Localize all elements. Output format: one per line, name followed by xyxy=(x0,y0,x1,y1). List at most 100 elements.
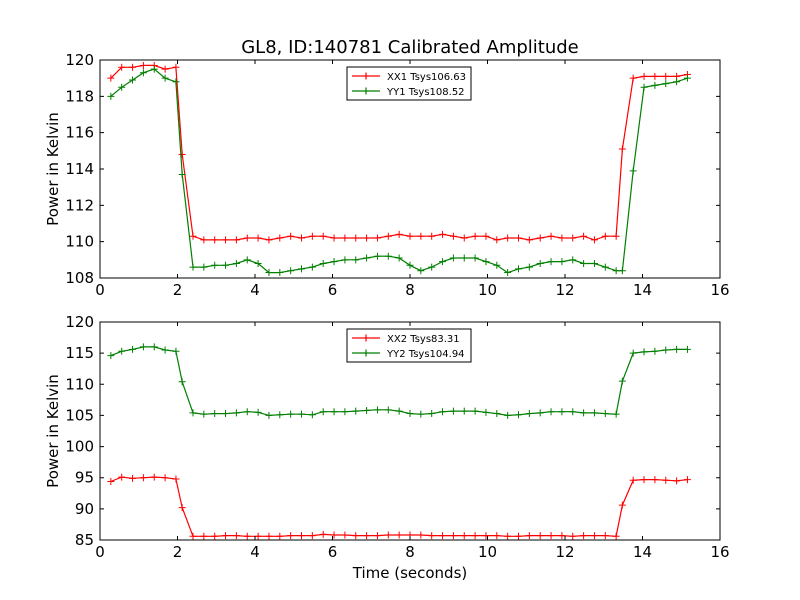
data-point-marker xyxy=(569,408,577,416)
data-point-marker xyxy=(683,476,691,484)
data-point-marker xyxy=(449,254,457,262)
data-point-marker xyxy=(395,230,403,238)
data-point-marker xyxy=(172,347,180,355)
data-point-marker xyxy=(330,408,338,416)
data-point-marker xyxy=(254,408,262,416)
data-point-marker xyxy=(515,532,522,540)
data-point-marker xyxy=(319,259,327,267)
data-point-marker xyxy=(200,410,208,418)
x-tick-label: 12 xyxy=(555,281,574,299)
x-tick-label: 4 xyxy=(250,543,260,561)
data-point-marker xyxy=(547,532,555,540)
data-point-marker xyxy=(547,258,555,266)
data-point-marker xyxy=(601,532,609,540)
y-tick-label: 116 xyxy=(65,124,94,142)
data-point-marker xyxy=(341,408,349,416)
data-point-marker xyxy=(139,69,147,77)
data-point-marker xyxy=(265,269,273,277)
data-point-marker xyxy=(618,501,626,509)
data-point-marker xyxy=(471,232,479,240)
legend-entry: XX1 Tsys106.63 xyxy=(387,72,466,83)
data-point-marker xyxy=(265,532,273,540)
data-point-marker xyxy=(298,410,305,418)
data-point-marker xyxy=(172,475,180,483)
data-point-marker xyxy=(308,263,316,271)
data-point-marker xyxy=(449,532,457,540)
x-tick-label: 6 xyxy=(328,543,338,561)
data-point-marker xyxy=(536,409,544,417)
data-point-marker xyxy=(319,408,327,416)
data-point-marker xyxy=(471,254,479,262)
x-tick-label: 6 xyxy=(328,281,338,299)
data-point-marker xyxy=(161,65,169,73)
data-point-marker xyxy=(211,410,219,418)
data-point-marker xyxy=(406,261,414,269)
data-point-marker xyxy=(471,532,479,540)
legend-entry: YY1 Tsys108.52 xyxy=(386,87,465,98)
data-point-marker xyxy=(139,474,147,482)
data-point-marker xyxy=(601,410,609,418)
data-point-marker xyxy=(287,532,295,540)
data-point-marker xyxy=(341,531,349,539)
data-point-marker xyxy=(417,531,425,539)
data-point-marker xyxy=(107,477,115,485)
data-point-marker xyxy=(449,407,457,415)
data-point-marker xyxy=(515,265,522,273)
data-point-marker xyxy=(612,267,620,275)
data-point-marker xyxy=(590,259,598,267)
data-point-marker xyxy=(504,269,512,277)
data-point-marker xyxy=(341,256,349,264)
data-point-marker xyxy=(618,267,626,275)
data-point-marker xyxy=(640,83,648,91)
data-point-marker xyxy=(129,345,137,353)
data-point-marker xyxy=(330,234,338,242)
y-tick-label: 90 xyxy=(75,500,94,518)
data-point-marker xyxy=(515,411,522,419)
data-point-marker xyxy=(222,236,230,244)
data-point-marker xyxy=(460,407,468,415)
data-point-marker xyxy=(373,532,381,540)
data-point-marker xyxy=(287,232,295,240)
y-tick-label: 115 xyxy=(65,344,94,362)
data-point-marker xyxy=(211,261,219,269)
data-point-marker xyxy=(150,473,158,481)
data-point-marker xyxy=(363,406,371,414)
data-point-marker xyxy=(673,78,681,86)
data-point-marker xyxy=(428,232,436,240)
data-point-marker xyxy=(449,232,457,240)
data-point-marker xyxy=(580,532,588,540)
data-point-marker xyxy=(211,532,219,540)
data-point-marker xyxy=(232,236,240,244)
data-point-marker xyxy=(515,234,522,242)
x-tick-label: 12 xyxy=(555,543,574,561)
data-point-marker xyxy=(243,234,251,242)
data-point-marker xyxy=(662,80,670,88)
data-point-marker xyxy=(129,474,137,482)
data-point-marker xyxy=(308,532,316,540)
x-tick-label: 0 xyxy=(95,281,105,299)
data-point-marker xyxy=(384,406,392,414)
data-point-marker xyxy=(189,263,197,271)
data-point-marker xyxy=(373,406,381,414)
data-point-marker xyxy=(493,261,501,269)
data-point-marker xyxy=(640,72,648,80)
bottom-panel: 0 2 4 6 8 10 12 14 16 85 90 95 100 105 110 115 120 Power … xyxy=(44,313,730,582)
x-tick-label: 2 xyxy=(173,281,183,299)
data-point-marker xyxy=(558,258,566,266)
data-point-marker xyxy=(150,343,158,351)
data-point-marker xyxy=(330,531,338,539)
data-point-marker xyxy=(618,145,626,153)
x-tick-label: 8 xyxy=(405,281,415,299)
data-point-marker xyxy=(107,74,115,82)
data-point-marker xyxy=(601,232,609,240)
x-tick-label: 8 xyxy=(405,543,415,561)
data-point-marker xyxy=(629,476,637,484)
y-tick-label: 105 xyxy=(65,406,94,424)
data-point-marker xyxy=(471,407,479,415)
data-point-marker xyxy=(276,411,284,419)
legend-box xyxy=(346,328,472,363)
data-point-marker xyxy=(651,72,659,80)
data-point-marker xyxy=(525,263,533,271)
x-tick-label: 0 xyxy=(95,543,105,561)
